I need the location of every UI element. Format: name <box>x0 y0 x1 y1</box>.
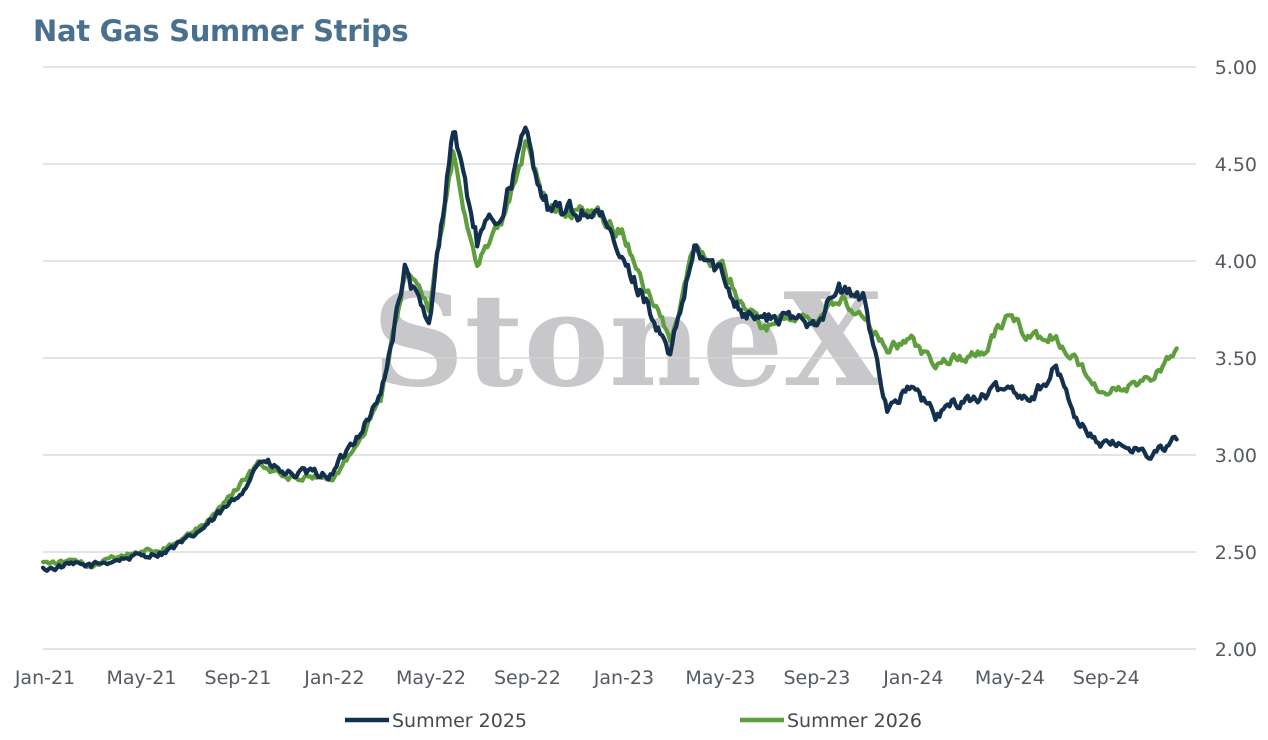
x-tick-label: Jan-21 <box>14 667 75 689</box>
series-line-summer-2026 <box>40 139 1179 570</box>
x-tick-label: May-22 <box>396 667 466 689</box>
y-tick-label: 3.00 <box>1215 445 1257 467</box>
y-tick-label: 5.00 <box>1215 57 1257 79</box>
x-tick-label: May-23 <box>685 667 755 689</box>
y-tick-label: 4.50 <box>1215 154 1257 176</box>
legend-label: Summer 2026 <box>787 710 922 732</box>
x-tick-label: May-21 <box>106 667 176 689</box>
x-tick-label: May-24 <box>975 667 1045 689</box>
x-axis: Jan-21 May-21 Sep-21 Jan-22 May-22 Sep-22 Jan-… <box>14 667 1140 689</box>
y-tick-label: 3.50 <box>1215 348 1257 370</box>
series-line-summer-2025 <box>40 125 1179 573</box>
legend-label: Summer 2025 <box>392 710 527 732</box>
x-tick-label: Jan-22 <box>303 667 364 689</box>
series-lines <box>40 125 1179 573</box>
legend: Summer 2025 Summer 2026 <box>345 710 922 732</box>
y-tick-label: 2.00 <box>1215 639 1257 661</box>
y-axis: 2.00 2.50 3.00 3.50 4.00 4.50 5.00 <box>1215 57 1257 661</box>
x-tick-label: Sep-21 <box>205 667 272 689</box>
gridlines <box>43 66 1196 650</box>
x-tick-label: Jan-23 <box>593 667 654 689</box>
chart-title: Nat Gas Summer Strips <box>33 14 409 48</box>
y-tick-label: 2.50 <box>1215 542 1257 564</box>
x-tick-label: Sep-24 <box>1073 667 1140 689</box>
stonex-watermark: StoneX <box>372 266 883 416</box>
x-tick-label: Sep-22 <box>494 667 561 689</box>
x-tick-label: Sep-23 <box>783 667 850 689</box>
y-tick-label: 4.00 <box>1215 251 1257 273</box>
x-tick-label: Jan-24 <box>882 667 943 689</box>
